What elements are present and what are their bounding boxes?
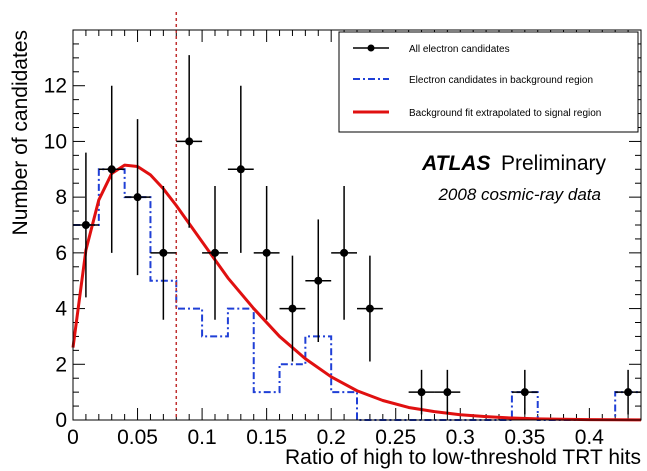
- x-tick-label: 0.05: [117, 426, 158, 449]
- x-tick-label: 0.1: [187, 426, 216, 449]
- y-tick-labels: 0 2 4 6 8 10 12: [44, 75, 68, 432]
- point-marker: [107, 165, 116, 174]
- point-marker: [443, 388, 452, 397]
- plot-frame: [72, 29, 642, 421]
- data-point: [150, 186, 177, 320]
- dataset-label: 2008 cosmic-ray data: [437, 185, 601, 204]
- x-axis-title: Ratio of high to low-threshold TRT hits: [285, 446, 641, 469]
- point-marker: [211, 248, 219, 257]
- point-marker: [133, 193, 142, 202]
- point-marker: [236, 165, 245, 174]
- data-point: [615, 369, 641, 415]
- x-tick-labels: 0 0.05 0.1 0.15 0.2 0.25 0.3 0.35 0.4: [67, 426, 604, 449]
- x-tick-label: 0: [67, 426, 79, 449]
- atlas-label: ATLAS Preliminary: [421, 152, 606, 175]
- x-tick-label: 0.3: [446, 426, 475, 449]
- point-marker: [520, 388, 529, 397]
- data-point: [176, 55, 203, 228]
- x-tick-label: 0.35: [504, 426, 545, 449]
- y-tick-label: 4: [55, 298, 67, 321]
- background-histogram-step: [73, 168, 641, 421]
- background-histogram: [73, 168, 641, 421]
- data-point: [124, 119, 151, 276]
- point-marker: [262, 248, 271, 257]
- y-axis-title: Number of candidates: [9, 30, 32, 235]
- y-tick-label: 0: [55, 409, 67, 432]
- y-tick-label: 2: [55, 353, 67, 376]
- point-marker: [417, 388, 426, 397]
- y-tick-label: 10: [44, 130, 67, 153]
- point-marker: [81, 221, 90, 229]
- x-tick-label: 0.4: [575, 426, 605, 449]
- point-marker: [624, 388, 633, 397]
- atlas-experiment: ATLAS: [421, 152, 490, 175]
- y-tick-label: 6: [55, 242, 67, 265]
- data-point: [331, 186, 357, 320]
- legend-item-all: All electron candidates: [353, 44, 510, 55]
- point-marker: [288, 304, 297, 313]
- legend-item-background: Electron candidates in background region: [353, 75, 593, 86]
- data-point: [511, 369, 538, 415]
- legend-label-background: Electron candidates in background region: [409, 75, 593, 86]
- legend-label-all: All electron candidates: [409, 44, 510, 55]
- atlas-status: Preliminary: [501, 152, 607, 175]
- data-point: [305, 219, 332, 342]
- point-marker: [340, 248, 349, 257]
- legend-label-fit: Background fit extrapolated to signal re…: [409, 108, 601, 119]
- x-tick-label: 0.2: [317, 426, 346, 449]
- data-point: [434, 369, 461, 415]
- point-marker: [159, 248, 168, 257]
- data-point: [408, 369, 435, 415]
- data-point: [279, 255, 306, 362]
- data-point: [73, 152, 99, 298]
- data-point: [357, 255, 383, 362]
- y-tick-label: 8: [55, 186, 67, 209]
- legend-item-fit: Background fit extrapolated to signal re…: [353, 108, 601, 119]
- data-point: [98, 85, 125, 253]
- data-point: [227, 85, 254, 253]
- y-tick-label: 12: [44, 75, 67, 98]
- point-marker: [365, 304, 374, 313]
- data-point: [253, 186, 280, 320]
- point-marker: [314, 276, 323, 285]
- data-point: [202, 186, 228, 320]
- data-points: [73, 55, 641, 415]
- legend: All electron candidates Electron candida…: [338, 31, 639, 133]
- x-tick-label: 0.25: [375, 426, 416, 449]
- legend-marker-point: [367, 44, 375, 52]
- point-marker: [185, 137, 194, 146]
- x-tick-label: 0.15: [246, 426, 287, 449]
